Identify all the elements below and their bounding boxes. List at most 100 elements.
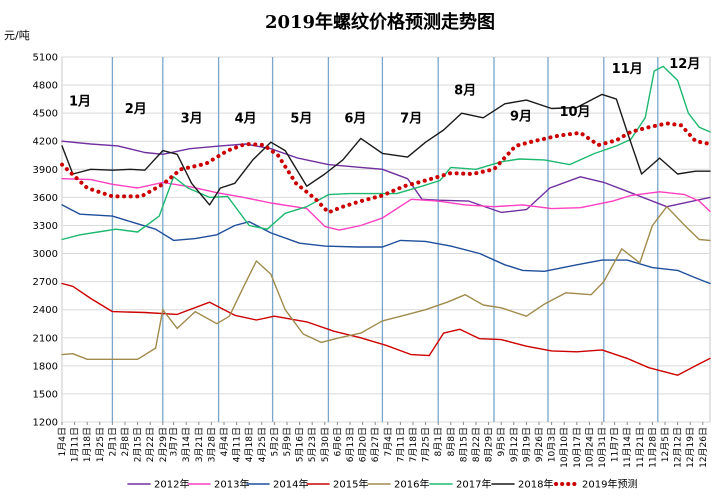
x-tick-label: 7月4日 [383, 427, 394, 456]
x-tick-label: 11月14日 [622, 427, 633, 468]
x-tick-label: 2月8日 [120, 427, 131, 456]
y-tick-label: 1500 [33, 389, 58, 400]
x-tick-label: 1月25日 [95, 427, 106, 462]
series-line-0 [61, 140, 711, 214]
x-tick-label: 12月26日 [698, 427, 709, 468]
x-tick-label: 4月18日 [244, 427, 255, 462]
x-tick-label: 2月22日 [145, 427, 156, 462]
y-tick-label: 3000 [33, 249, 58, 260]
y-tick-label: 4500 [33, 109, 58, 120]
x-tick-label: 12月12日 [673, 427, 684, 468]
plot-frame [61, 56, 711, 423]
x-tick-label: 1月11日 [70, 427, 81, 462]
month-label: 10月 [559, 105, 590, 120]
x-tick-label: 10月24日 [584, 427, 595, 468]
x-tick-label: 1月4日 [57, 427, 68, 456]
x-tick-label: 11月28日 [647, 427, 658, 468]
series-line-6 [61, 93, 711, 206]
x-tick-label: 5月9日 [282, 427, 293, 456]
series-line-2 [61, 204, 711, 285]
x-tick-label: 2月29日 [158, 427, 169, 462]
legend-label-5: 2017年 [456, 478, 491, 491]
month-label: 12月 [669, 57, 700, 72]
x-tick-label: 9月12日 [509, 427, 520, 462]
x-tick-label: 10月17日 [572, 427, 583, 468]
x-tick-label: 2月15日 [133, 427, 144, 462]
x-tick-label: 8月15日 [458, 427, 469, 462]
x-tick-label: 5月30日 [320, 427, 331, 462]
x-tick-label: 6月6日 [332, 427, 343, 456]
x-tick-label: 5月16日 [295, 427, 306, 462]
x-tick-label: 11月21日 [635, 427, 646, 468]
x-tick-label: 6月27日 [370, 427, 381, 462]
month-label: 5月 [290, 112, 312, 127]
month-label: 6月 [344, 112, 366, 127]
month-label: 1月 [69, 95, 91, 110]
y-tick-label: 2700 [33, 277, 58, 288]
x-tick-label: 4月25日 [257, 427, 268, 462]
month-label: 11月 [612, 62, 643, 77]
x-tick-label: 10月31日 [597, 427, 608, 468]
y-tick-label: 4200 [33, 137, 58, 148]
y-tick-label: 1200 [33, 418, 58, 429]
x-tick-label: 7月11日 [395, 427, 406, 462]
x-tick-label: 10月10日 [559, 427, 570, 468]
x-tick-label: 3月7日 [169, 427, 180, 456]
series-line-1 [61, 177, 711, 231]
x-tick-label: 12月5日 [660, 427, 671, 462]
x-tick-label: 7月18日 [408, 427, 419, 462]
x-tick-label: 6月20日 [358, 427, 369, 462]
x-tick-label: 8月22日 [471, 427, 482, 462]
month-label: 3月 [181, 112, 203, 127]
y-tick-label: 1800 [33, 361, 58, 372]
y-tick-label: 3600 [33, 193, 58, 204]
x-tick-label: 5月2日 [269, 427, 280, 456]
legend-label-6: 2018年 [518, 478, 553, 491]
y-tick-label: 2100 [33, 333, 58, 344]
legend-label-2: 2014年 [273, 478, 308, 491]
legend-label-1: 2013年 [214, 478, 249, 491]
month-label: 8月 [454, 83, 476, 98]
plot-area: 1200 1500 1800 2100 2400 2700 3000 3300 3600 3900… [33, 53, 712, 468]
x-tick-label: 6月13日 [345, 427, 356, 462]
series-line-4 [61, 205, 711, 360]
x-tick-label: 4月11日 [232, 427, 243, 462]
legend: 2012年 2013年 2014年 2015年 2016年 2017年 2018年 2019年… [127, 478, 637, 491]
y-axis-unit-label: 元/吨 [4, 29, 30, 42]
month-label: 4月 [235, 112, 257, 127]
x-tick-label: 8月8日 [446, 427, 457, 456]
x-tick-label: 3月14日 [181, 427, 192, 462]
x-tick-label: 7月25日 [421, 427, 432, 462]
x-tick-label: 8月1日 [433, 427, 444, 456]
x-tick-label: 4月4日 [219, 427, 230, 456]
month-label: 2月 [125, 102, 147, 117]
y-tick-label: 2400 [33, 305, 58, 316]
legend-label-7: 2019年预测 [582, 478, 637, 491]
chart-title: 2019年螺纹价格预测走势图 [265, 11, 495, 33]
x-tick-label: 12月19日 [685, 427, 696, 468]
month-label: 9月 [510, 110, 532, 125]
y-tick-label: 3900 [33, 165, 58, 176]
x-tick-label: 5月23日 [307, 427, 318, 462]
x-tick-label: 9月5日 [496, 427, 507, 456]
x-tick-label: 11月7日 [610, 427, 621, 462]
legend-label-4: 2016年 [394, 478, 429, 491]
x-tick-label: 8月29日 [484, 427, 495, 462]
series-line-5 [61, 65, 711, 241]
x-tick-label: 3月21日 [194, 427, 205, 462]
legend-label-0: 2012年 [154, 478, 189, 491]
series-line-7 [60, 121, 712, 215]
y-tick-label: 3300 [33, 221, 58, 232]
month-label: 7月 [400, 112, 422, 127]
x-tick-label: 9月26日 [534, 427, 545, 462]
y-tick-label: 4800 [33, 81, 58, 92]
x-tick-label: 3月28日 [206, 427, 217, 462]
legend-label-3: 2015年 [333, 478, 368, 491]
x-tick-label: 1月18日 [82, 427, 93, 462]
x-tick-label: 9月19日 [521, 427, 532, 462]
x-tick-label: 10月3日 [547, 427, 558, 462]
x-tick-label: 2月1日 [107, 427, 118, 456]
y-tick-label: 5100 [33, 53, 58, 64]
